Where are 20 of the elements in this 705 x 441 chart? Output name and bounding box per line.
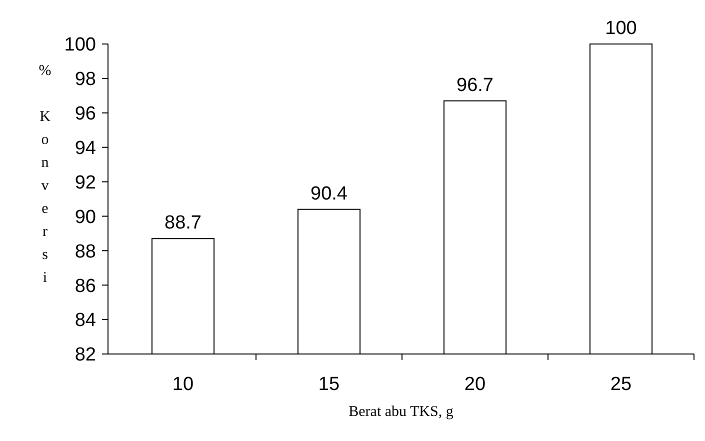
y-tick-label: 92 <box>74 172 96 194</box>
data-label: 90.4 <box>310 183 348 204</box>
y-tick-label: 84 <box>74 310 96 332</box>
y-tick-label: 94 <box>74 138 96 159</box>
y-tick-label: 82 <box>74 344 96 366</box>
y-tick-label: 96 <box>74 104 96 125</box>
text: % Konversi <box>38 63 52 286</box>
x-tick-label: 10 <box>172 374 194 395</box>
y-tick-label: 88 <box>74 241 96 262</box>
x-axis-title: Berat abu TKS, g <box>348 404 454 420</box>
data-label: 88.7 <box>164 212 202 234</box>
y-tick-label: 98 <box>74 69 96 90</box>
data-label: 100 <box>605 18 637 39</box>
x-tick-label: 25 <box>610 374 632 395</box>
data-label: 96.7 <box>456 74 494 96</box>
x-tick-label: 15 <box>318 374 340 395</box>
y-tick-label: 90 <box>74 206 96 228</box>
x-tick-label: 20 <box>464 374 486 395</box>
y-tick-label: 86 <box>74 276 96 297</box>
y-tick-label: 100 <box>64 34 96 56</box>
